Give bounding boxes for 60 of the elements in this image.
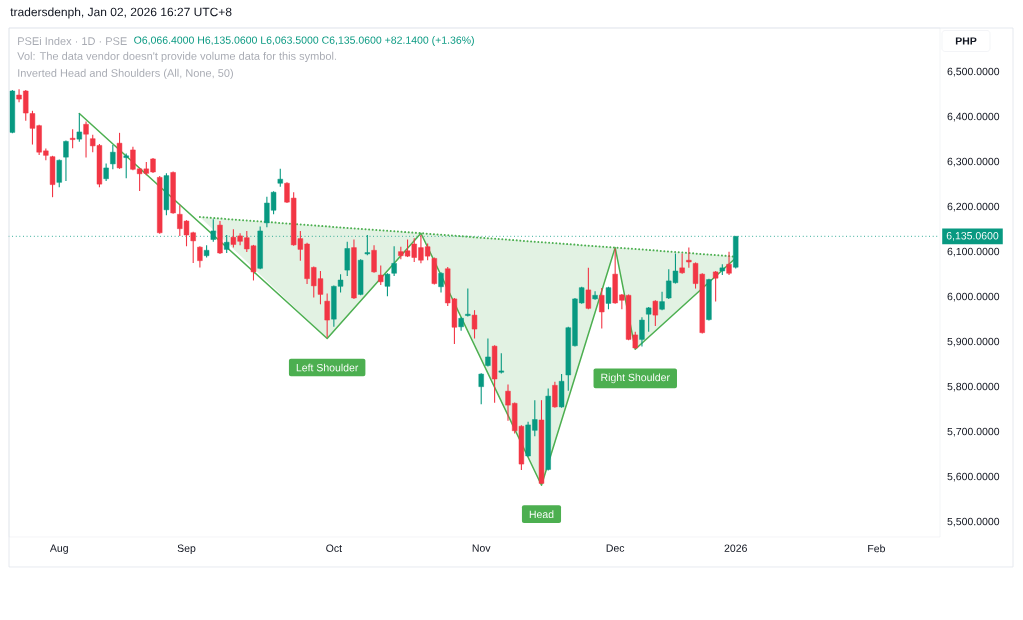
y-tick-label: 5,800.0000	[947, 382, 1000, 392]
candlestick	[585, 267, 592, 310]
y-tick-label: 5,900.0000	[947, 337, 1000, 347]
annotation: Right Shoulder	[601, 373, 670, 384]
text: tradersdenph, Jan 02, 2026 16:27 UTC+8	[10, 7, 232, 19]
annotation: Inverted Head and Shoulders (All, None, 50)	[18, 68, 233, 80]
candlestick	[110, 144, 116, 170]
candlestick	[371, 244, 377, 274]
candlestick	[83, 121, 89, 159]
y-tick-label: 6,300.0000	[947, 157, 1000, 167]
candlestick	[471, 309, 478, 340]
candlestick	[277, 168, 283, 188]
y-tick-label: 5,700.0000	[947, 427, 1000, 437]
y-tick-label: 6,400.0000	[947, 112, 1000, 122]
candlestick	[485, 337, 491, 367]
x-tick-label: Dec	[606, 544, 625, 552]
text: O6,066.4000 H6,135.0600 L6,063.5000 C6,135.0600 +82.1400 (+1.36%)	[134, 36, 474, 46]
candlestick	[498, 352, 504, 375]
annotation: Vol: The data vendor doesn't provide volume data for this symbol.	[17, 51, 336, 63]
candlestick	[639, 316, 645, 348]
candlestick	[646, 306, 652, 333]
candlestick	[197, 245, 203, 268]
candlestick	[652, 299, 659, 327]
text: PSEi Index · 1D · PSE	[18, 36, 127, 46]
y-tick-label: 6,500.0000	[947, 67, 1000, 77]
x-tick-label: 2026	[724, 544, 747, 552]
y-axis-title: PHP	[955, 37, 977, 45]
candlestick	[465, 288, 471, 318]
x-tick-label: Sep	[177, 544, 196, 555]
annotation: Head	[529, 510, 554, 519]
candlestick	[56, 158, 62, 188]
candlestick	[69, 128, 76, 149]
candlestick	[123, 153, 129, 179]
candlestick	[726, 251, 732, 276]
candlestick	[712, 270, 719, 303]
candlestick	[63, 139, 69, 182]
candlestick	[324, 292, 330, 339]
candlestick	[438, 271, 444, 294]
x-tick-label: Feb	[868, 544, 885, 553]
candlestick	[384, 272, 391, 297]
ref-line-label: 6,135.0600	[946, 231, 999, 241]
candlestick	[76, 112, 82, 143]
candlestick	[552, 381, 558, 409]
candlestick	[686, 247, 692, 269]
candlestick	[378, 265, 384, 286]
y-tick-label: 6,100.0000	[947, 247, 1000, 257]
candlestick	[391, 245, 397, 277]
candlestick	[210, 218, 216, 243]
y-tick-label: 6,000.0000	[947, 292, 1000, 302]
x-tick-label: Oct	[326, 544, 342, 552]
y-tick-label: 6,200.0000	[947, 202, 1000, 212]
x-tick-label: Aug	[49, 544, 68, 554]
candlestick	[599, 287, 605, 330]
candlestick	[344, 241, 350, 277]
candlestick	[679, 252, 685, 275]
candlestick	[478, 372, 484, 405]
x-tick-label: Nov	[472, 544, 491, 552]
annotation: Left Shoulder	[296, 363, 359, 372]
y-tick-label: 5,600.0000	[947, 472, 1000, 482]
y-tick-label: 5,500.0000	[947, 517, 1000, 527]
